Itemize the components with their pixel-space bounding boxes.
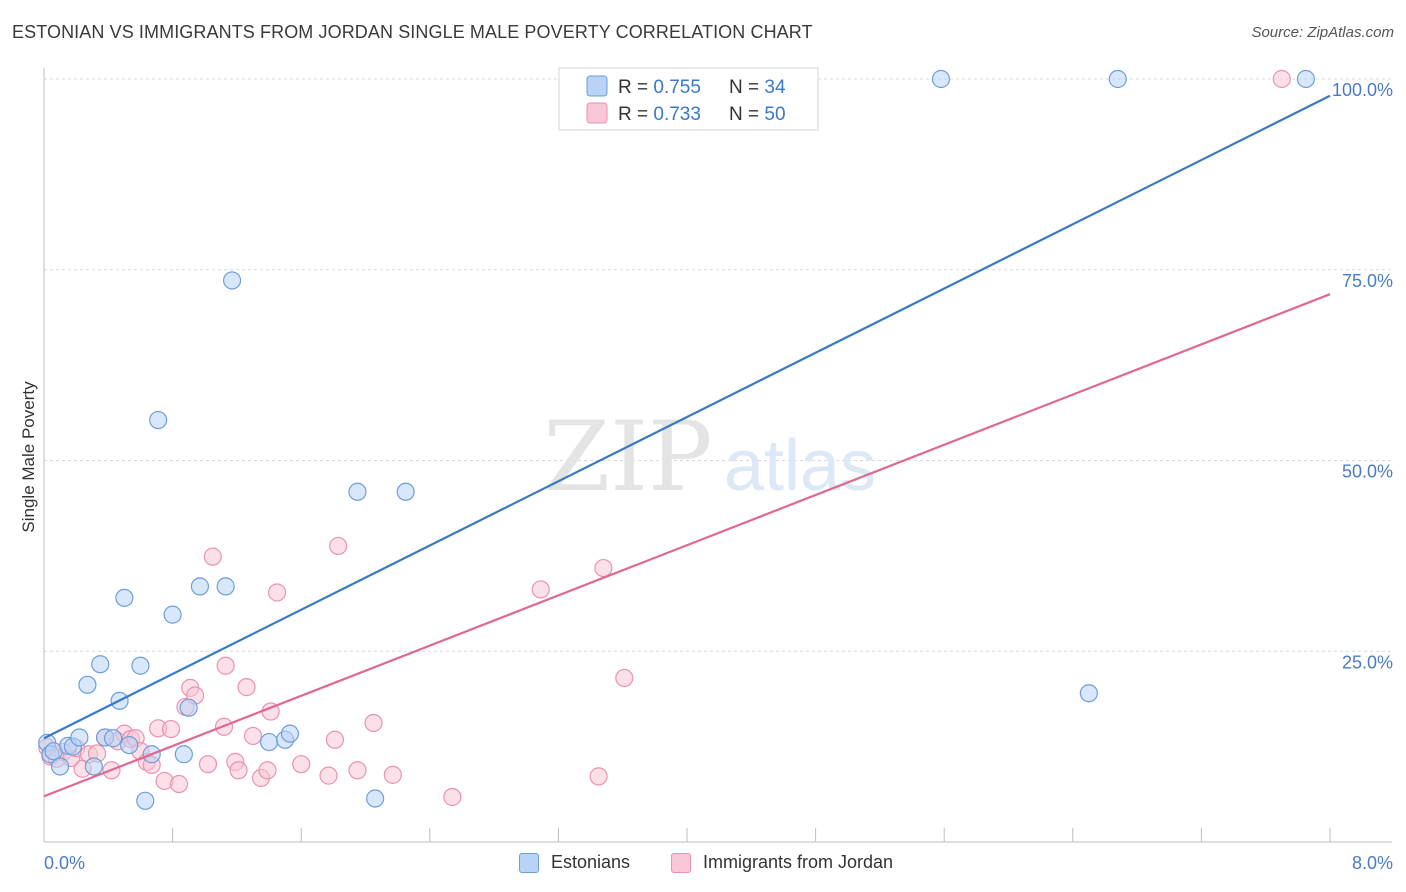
estonians-point-25: [222, 271, 242, 290]
estonians-point-23: [190, 577, 210, 596]
estonians-point-21: [174, 745, 193, 764]
legend: R = 0.755 N = 34 R = 0.733 N = 50: [558, 67, 819, 131]
bottom-legend-swatch-jordan: [671, 852, 691, 873]
estonians-point-16: [131, 656, 150, 675]
estonians-point-35: [1296, 69, 1315, 89]
legend-r-value-2: 0.733: [653, 104, 701, 125]
legend-swatch-estonians: [586, 75, 608, 97]
legend-n-value-2: 50: [764, 104, 785, 125]
y-tick-label-1: 25.0%: [1342, 652, 1393, 672]
x-tick-label-min: 0.0%: [44, 853, 85, 873]
estonians-point-31: [396, 482, 415, 501]
jordan-point-22: [169, 774, 189, 794]
chart-title: ESTONIAN VS IMMIGRANTS FROM JORDAN SINGL…: [12, 22, 813, 42]
bottom-legend-label-jordan: Immigrants from Jordan: [703, 852, 894, 872]
svg-text:R = 0.755: R = 0.755: [618, 77, 701, 98]
jordan-point-38: [292, 755, 311, 774]
estonians-point-30: [366, 789, 385, 808]
y-tick-label-4: 100.0%: [1332, 80, 1393, 100]
jordan-trend-line: [43, 293, 1331, 798]
jordan-point-27: [203, 547, 222, 566]
estonians-point-10: [91, 655, 110, 674]
estonians-point-19: [149, 410, 168, 430]
estonians-point-15: [120, 735, 139, 755]
jordan-point-26: [198, 755, 218, 774]
estonians-trend-line: [43, 94, 1331, 740]
svg-text:R = 0.733: R = 0.733: [618, 104, 701, 125]
y-tick-labels: 25.0% 50.0% 75.0% 100.0%: [1332, 80, 1393, 672]
estonians-point-26: [259, 732, 279, 752]
estonians-point-24: [216, 577, 235, 596]
jordan-point-29: [216, 656, 235, 675]
legend-n-label-2: N =: [729, 104, 764, 125]
legend-r-value-1: 0.755: [653, 77, 701, 98]
bottom-legend-swatch-estonians: [519, 852, 539, 873]
estonians-point-4: [50, 757, 70, 776]
jordan-point-41: [329, 536, 348, 556]
jordan-point-32: [237, 678, 256, 697]
jordan-point-45: [443, 787, 462, 807]
trend-lines: [43, 94, 1331, 798]
svg-text:N = 34: N = 34: [729, 77, 786, 98]
bottom-legend-estonians: Estonians: [519, 852, 630, 873]
watermark-atlas: atlas: [724, 426, 876, 506]
legend-n-value-1: 34: [764, 77, 786, 98]
bottom-legend: Estonians Immigrants from Jordan: [0, 852, 1406, 878]
y-tick-label-2: 50.0%: [1342, 462, 1393, 482]
estonians-point-14: [115, 588, 134, 607]
axes: [43, 68, 1392, 843]
legend-n-label-1: N =: [729, 77, 764, 98]
jordan-point-33: [243, 726, 263, 746]
estonians-point-8: [78, 675, 97, 694]
gridlines: [44, 78, 1392, 652]
y-tick-label-3: 75.0%: [1342, 271, 1393, 291]
source-label: Source: ZipAtlas.com: [1251, 24, 1394, 41]
jordan-point-47: [589, 767, 608, 786]
svg-text:N = 50: N = 50: [729, 104, 786, 125]
jordan-point-40: [325, 730, 345, 749]
jordan-point-39: [319, 766, 338, 785]
estonians-point-9: [84, 757, 103, 776]
estonians-point-33: [1079, 684, 1098, 703]
jordan-point-31: [229, 761, 248, 780]
bottom-legend-jordan: Immigrants from Jordan: [671, 852, 893, 873]
estonians-point-12: [104, 729, 123, 748]
bottom-legend-label-estonians: Estonians: [551, 852, 631, 872]
jordan-point-46: [531, 580, 550, 599]
x-tick-label-max: 8.0%: [1352, 853, 1393, 873]
estonians-point-32: [931, 69, 951, 89]
jordan-point-37: [267, 583, 287, 602]
estonians-point-29: [348, 482, 367, 501]
jordan-point-43: [364, 713, 383, 733]
jordan-point-50: [1272, 69, 1291, 89]
watermark-zip: ZIP: [543, 401, 712, 513]
jordan-point-44: [383, 765, 402, 784]
estonians-point-20: [163, 605, 182, 624]
estonians-point-28: [280, 724, 300, 743]
watermark: ZIP atlas: [543, 401, 876, 513]
y-axis-label: Single Male Poverty: [19, 381, 38, 533]
jordan-point-49: [615, 668, 634, 688]
estonians-point-17: [136, 791, 155, 810]
legend-swatch-jordan: [586, 102, 608, 124]
jordan-point-48: [594, 558, 613, 578]
legend-r-label-2: R =: [618, 104, 653, 125]
legend-r-label-1: R =: [618, 77, 653, 98]
jordan-point-21: [161, 719, 181, 739]
jordan-point-35: [258, 761, 277, 780]
estonians-point-7: [70, 728, 89, 747]
jordan-point-42: [348, 761, 367, 780]
estonians-point-34: [1108, 69, 1127, 89]
estonians-point-22: [179, 698, 198, 717]
